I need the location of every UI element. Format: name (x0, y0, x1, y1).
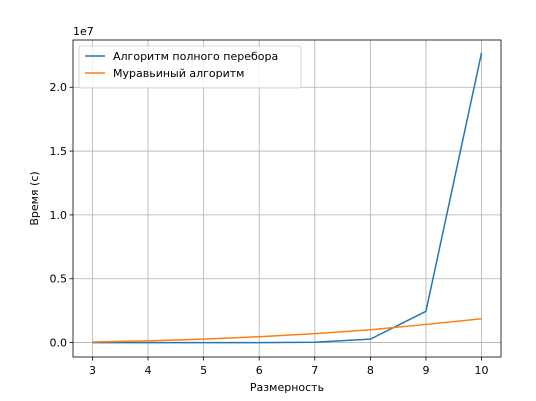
y-tick-label: 1.0 (50, 209, 68, 222)
x-axis: 3 4 5 6 7 8 9 10 (89, 357, 489, 377)
x-tick-label: 8 (367, 364, 374, 377)
plot-frame (72, 39, 502, 358)
x-tick-label: 7 (311, 364, 318, 377)
legend: Алгоритм полного перебора Муравьиный алго… (78, 45, 302, 89)
legend-box (78, 45, 302, 89)
y-axis-title: Время (с) (28, 171, 41, 225)
y-axis: 0.0 0.5 1.0 1.5 2.0 (50, 81, 73, 350)
x-tick-label: 9 (422, 364, 429, 377)
legend-label-0: Алгоритм полного перебора (113, 50, 278, 63)
y-tick-label: 1.5 (50, 145, 68, 158)
x-axis-title: Размерность (250, 381, 324, 394)
series-line-0 (92, 52, 483, 344)
x-tick-label: 6 (256, 364, 263, 377)
x-tick-label: 10 (475, 364, 489, 377)
series-line-1 (92, 317, 482, 343)
x-tick-label: 4 (145, 364, 152, 377)
legend-label-1: Муравьиный алгоритм (113, 67, 244, 80)
y-tick-label: 2.0 (50, 81, 68, 94)
y-tick-label: 0.5 (50, 273, 68, 286)
y-offset-label: 1e7 (73, 25, 94, 38)
x-tick-label: 5 (200, 364, 207, 377)
series-layer (92, 52, 483, 344)
x-tick-label: 3 (89, 364, 96, 377)
y-tick-label: 0.0 (50, 337, 68, 350)
